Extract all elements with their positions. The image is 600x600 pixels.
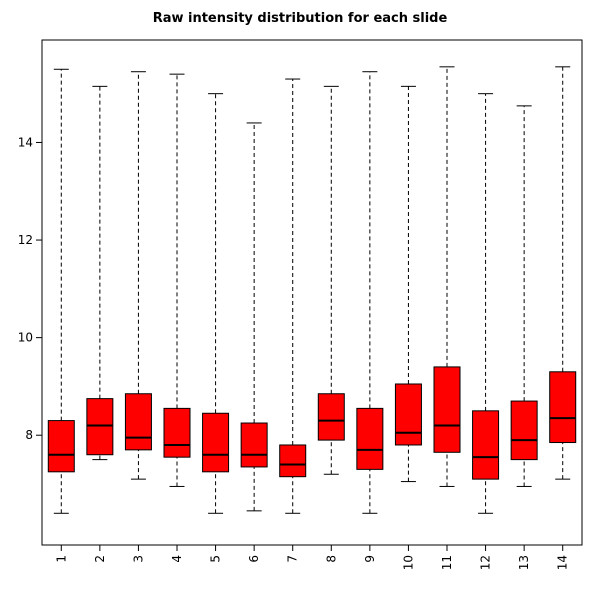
- x-axis-tick-label: 8: [324, 555, 338, 563]
- x-axis-tick-label: 14: [556, 555, 570, 570]
- x-axis-tick-label: 11: [440, 555, 454, 570]
- box-12: [472, 410, 500, 480]
- box-9: [356, 407, 384, 470]
- x-axis-tick-label: 13: [517, 555, 531, 570]
- x-axis-tick-label: 4: [170, 555, 184, 563]
- box-2: [86, 398, 114, 456]
- x-axis-tick-label: 1: [54, 555, 68, 563]
- x-axis-tick-label: 6: [247, 555, 261, 563]
- plot-border: [41, 39, 583, 546]
- y-axis-tick-label: 8: [25, 428, 33, 442]
- box-11: [433, 366, 461, 453]
- y-axis-tick-label: 10: [18, 331, 33, 345]
- box-10: [394, 383, 422, 446]
- y-axis-tick-label: 14: [18, 135, 33, 149]
- box-6: [240, 422, 268, 468]
- box-8: [317, 393, 345, 441]
- x-axis-tick-label: 9: [363, 555, 377, 563]
- x-axis-tick-label: 12: [479, 555, 493, 570]
- x-axis-tick-label: 2: [93, 555, 107, 563]
- box-3: [124, 393, 152, 451]
- x-axis-tick-label: 3: [131, 555, 145, 563]
- box-4: [163, 407, 191, 458]
- x-axis-tick-label: 7: [286, 555, 300, 563]
- y-axis-tick-label: 12: [18, 233, 33, 247]
- box-5: [202, 412, 230, 473]
- box-7: [279, 444, 307, 478]
- x-axis-tick-label: 10: [401, 555, 415, 570]
- box-14: [549, 371, 577, 444]
- x-axis-tick-label: 5: [209, 555, 223, 563]
- box-13: [510, 400, 538, 461]
- box-1: [47, 420, 75, 473]
- chart-title: Raw intensity distribution for each slid…: [153, 11, 448, 26]
